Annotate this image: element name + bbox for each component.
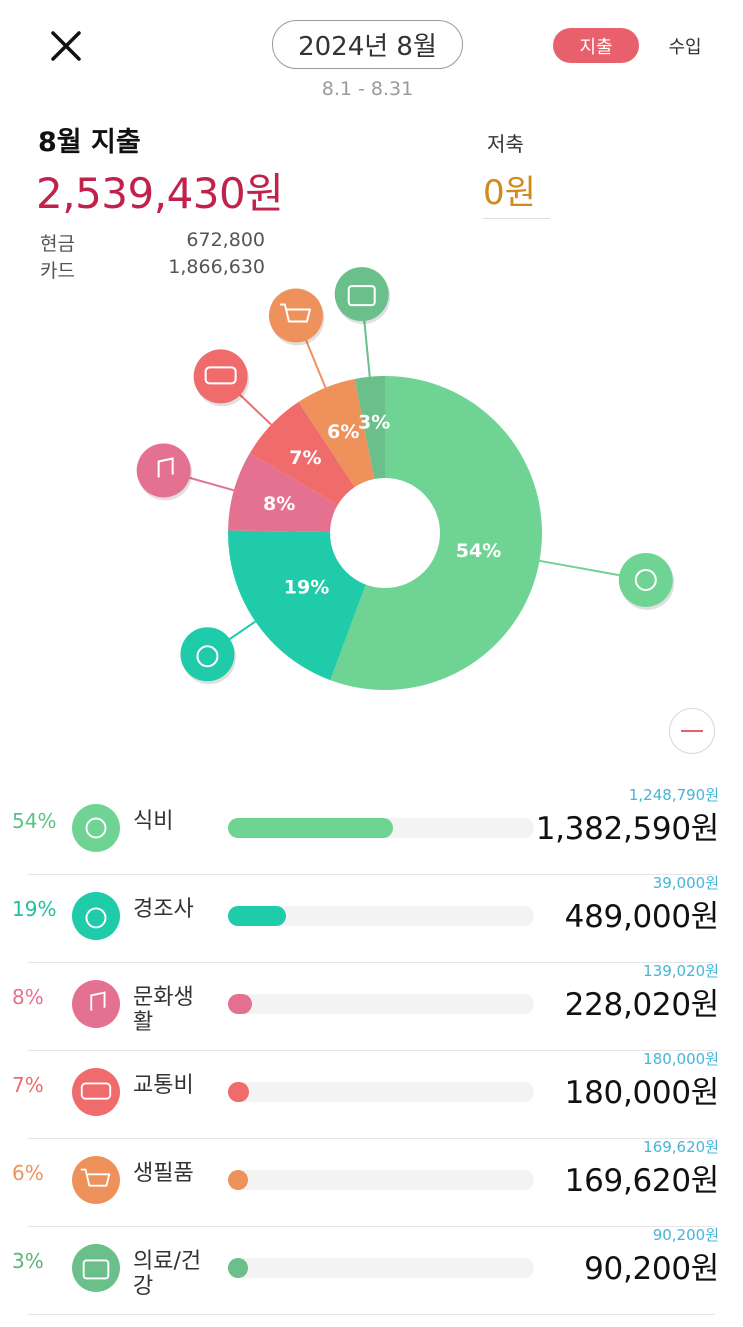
category-bubble[interactable] [180,627,236,685]
category-icon-badge [72,980,120,1028]
slice-percent-label: 19% [284,577,329,599]
category-budget: 169,620원 [643,1138,719,1156]
summary-title: 8월 지출 [38,127,141,158]
category-icon-badge [72,1244,120,1292]
category-progress-fill [228,1258,248,1278]
date-range: 8.1 - 8.31 [321,78,414,100]
row-divider [28,1226,715,1227]
category-progress-fill [228,1170,248,1190]
dining-icon [634,568,657,591]
category-row[interactable]: 3% 의료/건강 90,200원 90,200원 [0,1226,743,1315]
category-amount: 489,000원 [564,899,720,935]
cash-row: 현금 672,800 [40,229,265,256]
dining-icon [85,817,107,839]
category-name: 의료/건강 [133,1249,202,1299]
medical-kit-icon [347,285,376,307]
savings-label: 저축 [487,132,524,156]
slice-percent-label: 8% [263,493,295,515]
category-budget: 39,000원 [652,874,719,892]
category-row[interactable]: 19% 경조사 39,000원 489,000원 [0,874,743,963]
category-amount: 90,200원 [584,1251,719,1287]
category-progress-track [228,994,534,1014]
slice-percent-label: 3% [358,412,390,434]
category-progress-fill [228,994,252,1014]
category-percent: 7% [12,1073,44,1097]
row-divider [28,874,715,875]
category-icon-badge [72,804,120,852]
category-row[interactable]: 54% 식비 1,248,790원 1,382,590원 [0,786,743,875]
shopping-cart-icon [80,1168,111,1187]
collapse-button[interactable] [669,708,715,754]
category-bubble[interactable] [268,288,325,346]
category-progress-track [228,818,534,838]
music-note-icon [90,991,106,1011]
cash-value: 672,800 [186,229,265,251]
category-amount: 180,000원 [564,1075,720,1111]
card-row: 카드 1,866,630 [40,256,265,283]
category-row[interactable]: 7% 교통비 180,000원 180,000원 [0,1050,743,1139]
category-percent: 8% [12,985,44,1009]
category-progress-track [228,906,534,926]
savings-amount: 0원 [483,165,550,219]
minus-icon[interactable] [681,730,703,732]
category-progress-track [228,1082,534,1102]
bus-icon [204,366,237,385]
category-amount: 169,620원 [564,1163,720,1199]
category-budget: 1,248,790원 [628,786,719,804]
music-note-icon [157,457,174,478]
category-progress-fill [228,906,286,926]
category-bubble[interactable] [136,443,193,501]
slice-percent-label: 6% [327,421,359,443]
slice-percent-label: 54% [456,540,501,562]
close-icon[interactable] [46,26,86,66]
category-budget: 180,000원 [643,1050,719,1068]
gift-ornament-icon [85,907,107,929]
category-percent: 3% [12,1249,44,1273]
slice-percent-label: 7% [289,447,321,469]
category-icon-badge [72,1068,120,1116]
category-name: 문화생활 [133,985,194,1035]
row-divider [28,1050,715,1051]
category-name: 교통비 [133,1073,194,1098]
category-icon-badge [72,1156,120,1204]
category-row[interactable]: 8% 문화생활 139,020원 228,020원 [0,962,743,1051]
category-budget: 90,200원 [652,1226,719,1244]
close-button[interactable] [46,26,86,66]
bus-icon [80,1082,112,1100]
category-progress-track [228,1170,534,1190]
category-bubble[interactable] [193,349,250,407]
cash-label: 현금 [40,233,75,255]
category-percent: 6% [12,1161,44,1185]
category-progress-fill [228,818,393,838]
row-divider [28,962,715,963]
month-selector[interactable]: 2024년 8월 [272,20,463,69]
category-progress-fill [228,1082,249,1102]
category-bubble[interactable] [334,267,391,325]
category-donut-chart: 54% 19% 8% 7% 6%3% [136,267,675,690]
category-amount: 1,382,590원 [535,811,720,847]
total-expense: 2,539,430원 [36,169,284,218]
category-bubble[interactable] [618,552,675,610]
category-name: 경조사 [133,897,194,922]
category-row[interactable]: 6% 생필품 169,620원 169,620원 [0,1138,743,1227]
shopping-cart-icon [279,303,311,323]
row-divider [28,1138,715,1139]
tab-income[interactable]: 수입 [668,36,702,58]
category-percent: 54% [12,809,57,833]
category-budget: 139,020원 [643,962,719,980]
category-progress-track [228,1258,534,1278]
tab-expense[interactable]: 지출 [553,28,639,63]
category-name: 식비 [133,809,174,834]
card-label: 카드 [40,260,75,282]
medical-kit-icon [82,1259,110,1280]
category-amount: 228,020원 [564,987,720,1023]
row-divider [28,1314,715,1315]
gift-ornament-icon [196,645,219,668]
category-percent: 19% [12,897,57,921]
category-name: 생필품 [133,1161,194,1186]
category-icon-badge [72,892,120,940]
card-value: 1,866,630 [168,256,265,278]
donut-hole [330,478,440,588]
